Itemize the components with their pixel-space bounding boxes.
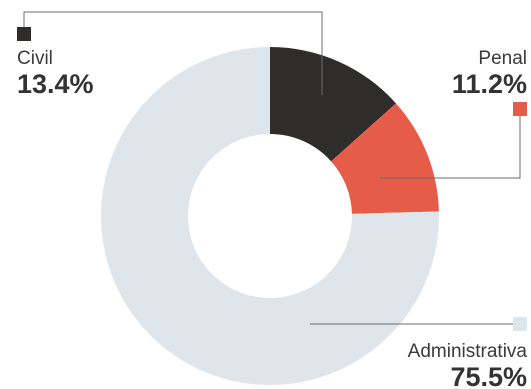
slice-penal — [331, 103, 439, 214]
penal-percent: 11.2% — [452, 69, 527, 99]
civil-label: Civil — [17, 48, 53, 69]
penal-label: Penal — [478, 48, 527, 69]
administrativa-label: Administrativa — [408, 341, 528, 362]
penal-legend-swatch — [513, 102, 527, 116]
civil-percent: 13.4% — [17, 69, 94, 99]
administrativa-percent: 75.5% — [450, 362, 527, 389]
donut-slices — [101, 47, 440, 385]
slice-administrativa — [101, 47, 440, 385]
slice-civil — [270, 47, 396, 162]
civil-leader-line — [23, 11, 323, 95]
administrativa-legend-swatch — [513, 317, 527, 331]
penal-leader-line — [380, 116, 521, 179]
civil-legend-swatch — [17, 27, 31, 41]
